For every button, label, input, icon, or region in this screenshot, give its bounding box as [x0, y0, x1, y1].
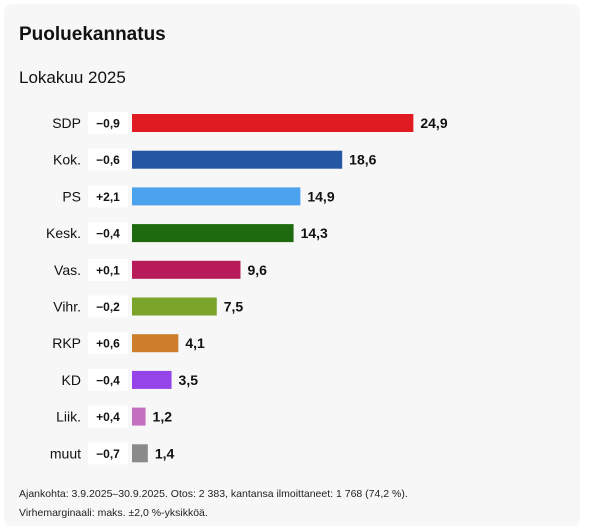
bar: [132, 444, 148, 463]
change-label: +0,6: [96, 337, 120, 351]
party-label: SDP: [52, 115, 81, 131]
value-label: 4,1: [185, 335, 205, 351]
change-label: −0,2: [96, 300, 120, 314]
bar: [132, 150, 343, 169]
change-label: −0,4: [96, 373, 120, 387]
bar: [132, 407, 146, 426]
party-label: muut: [50, 445, 81, 461]
party-label: Vihr.: [53, 299, 81, 315]
value-label: 1,4: [155, 445, 175, 461]
change-label: −0,9: [96, 117, 120, 131]
bar: [132, 187, 301, 206]
value-label: 7,5: [224, 299, 244, 315]
value-label: 9,6: [247, 262, 267, 278]
party-label: Kok.: [53, 152, 81, 168]
party-label: Liik.: [56, 409, 81, 425]
party-label: RKP: [52, 335, 81, 351]
bar: [132, 224, 294, 243]
change-label: +0,1: [96, 263, 120, 277]
value-label: 14,9: [307, 188, 334, 204]
bar: [132, 370, 172, 389]
change-box: [88, 258, 128, 281]
chart-subtitle: Lokakuu 2025: [19, 68, 126, 87]
value-label: 18,6: [349, 152, 376, 168]
party-label: PS: [62, 188, 81, 204]
bar: [132, 297, 217, 316]
value-label: 14,3: [301, 225, 328, 241]
chart-title: Puoluekannatus: [19, 24, 166, 45]
change-box: [88, 368, 128, 391]
change-box: [88, 185, 128, 208]
footnote-margin: Virhemarginaali: maks. ±2,0 %-yksikköä.: [19, 507, 208, 519]
value-label: 24,9: [420, 115, 447, 131]
bar: [132, 114, 414, 132]
value-label: 3,5: [179, 372, 199, 388]
change-box: [88, 332, 128, 355]
change-label: −0,6: [96, 153, 120, 167]
bar-chart: SDP −0,9 24,9 Kok. −0,6 18,6 PS +2,1 14,9 Kesk. −0…: [46, 112, 448, 465]
change-box: [88, 112, 128, 134]
party-label: KD: [62, 372, 81, 388]
party-label: Kesk.: [46, 225, 81, 241]
change-box: [88, 222, 128, 245]
change-label: −0,4: [96, 227, 120, 241]
change-label: +0,4: [96, 410, 120, 424]
change-box: [88, 295, 128, 318]
change-label: −0,7: [96, 447, 120, 461]
footnote-period: Ajankohta: 3.9.2025–30.9.2025. Otos: 2 3…: [19, 488, 408, 500]
change-box: [88, 442, 128, 465]
change-label: +2,1: [96, 190, 120, 204]
bar: [132, 260, 241, 279]
bar: [132, 334, 179, 353]
party-label: Vas.: [54, 262, 81, 278]
change-box: [88, 148, 128, 171]
value-label: 1,2: [153, 409, 173, 425]
change-box: [88, 405, 128, 428]
